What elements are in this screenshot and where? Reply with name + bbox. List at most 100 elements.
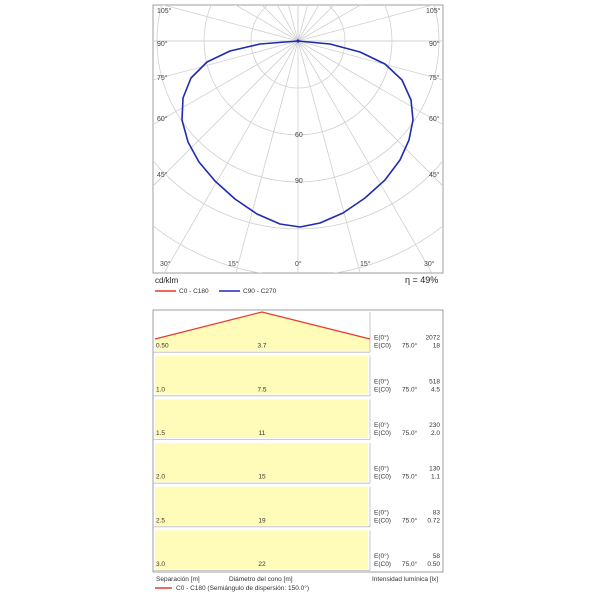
row-e0-value: 130 — [429, 466, 440, 473]
polar-grid-ray — [163, 40, 299, 273]
cone-row: 2.0 15 E(0°) 130 E(C0) 75.0° 1.1 — [153, 443, 440, 484]
polar-grid-ray — [234, 5, 299, 42]
polar-grid-ray — [235, 40, 299, 273]
row-ec0-value: 4.5 — [431, 386, 440, 393]
row-ec0-label: E(C0) — [374, 561, 391, 568]
row-separation: 1.5 — [156, 430, 165, 437]
cone-rows: 0.50 3.7 E(0°) 2072 E(C0) 75.0° 18 1.0 7.5 E(0°) 5… — [153, 312, 440, 571]
row-diameter: 3.7 — [257, 343, 266, 350]
angle-label-right-90: 90° — [429, 40, 440, 48]
cone-row: 2.5 19 E(0°) 83 E(C0) 75.0° 0.72 — [153, 486, 441, 528]
row-ec0-angle: 75.0° — [402, 473, 418, 481]
polar-grid-ray — [297, 40, 443, 187]
row-diameter: 11 — [259, 430, 266, 437]
cone-fill — [155, 486, 368, 526]
row-e0-label: E(0°) — [374, 334, 389, 342]
row-e0-label: E(0°) — [374, 377, 389, 385]
angle-label-right-60: 60° — [429, 115, 440, 123]
polar-grid-ray — [297, 5, 362, 42]
row-separation: 1.0 — [156, 386, 165, 393]
xlabel-separation: Separación [m] — [156, 576, 200, 583]
cone-diagram: 0.50 3.7 E(0°) 2072 E(C0) 75.0° 18 1.0 7.5 E(0°) 5… — [152, 309, 444, 592]
angle-label-right-45: 45° — [429, 171, 440, 179]
angle-label-left-30: 30° — [160, 260, 171, 268]
cone-frame — [152, 309, 444, 573]
polar-grid-ray — [162, 5, 299, 42]
polar-grid-ray — [297, 40, 443, 81]
cone-fill — [155, 443, 368, 482]
row-e0-label: E(0°) — [374, 465, 389, 473]
cone-row: 0.50 3.7 E(0°) 2072 E(C0) 75.0° 18 — [153, 312, 441, 353]
legend-label-c90-c270: C90 - C270 — [243, 288, 277, 295]
xlabel-intensity: Intensidad lumínica [lx] — [372, 576, 438, 583]
cone-fill — [155, 312, 370, 351]
row-diameter: 7.5 — [257, 386, 266, 393]
row-diameter: 15 — [258, 474, 266, 481]
polar-grid-ray — [297, 5, 434, 42]
polar-grid-ray — [297, 40, 361, 273]
xlabel-diameter: Diámetro del cono [m] — [229, 576, 293, 583]
angle-label-bottom-15-right: 15° — [360, 260, 371, 268]
row-ec0-angle: 75.0° — [402, 429, 418, 437]
angle-label-bottom-0: 0° — [295, 260, 302, 268]
angle-label-left-90: 90° — [157, 40, 168, 48]
row-e0-value: 58 — [433, 553, 441, 560]
polar-grid-ray — [153, 40, 299, 126]
angle-label-right-30: 30° — [424, 260, 435, 268]
polar-grid-ray — [153, 40, 299, 187]
cone-legend-label: C0 - C180 (Semiángulo de dispersión: 150… — [176, 584, 309, 592]
row-e0-label: E(0°) — [374, 421, 389, 429]
angle-label-left-60: 60° — [157, 115, 168, 123]
polar-grid-ray — [297, 40, 443, 126]
cone-fill — [155, 530, 368, 569]
row-ec0-value: 18 — [433, 343, 441, 350]
angle-label-left-75: 75° — [157, 74, 168, 82]
row-ec0-value: 0.50 — [427, 561, 440, 568]
row-e0-value: 2072 — [426, 335, 441, 342]
row-ec0-angle: 75.0° — [402, 516, 418, 524]
cone-apex-line — [154, 311, 371, 340]
row-separation: 2.5 — [156, 517, 165, 524]
row-ec0-label: E(C0) — [374, 343, 391, 350]
row-ec0-label: E(C0) — [374, 430, 391, 437]
radial-label-90: 90 — [295, 178, 303, 185]
row-separation: 0.50 — [156, 343, 169, 350]
polar-grid-ray — [297, 40, 433, 273]
radial-label-60: 60 — [295, 132, 303, 139]
row-e0-label: E(0°) — [374, 508, 389, 516]
polar-diagram: 105° 90° 75° 60° 45° 30° 105° 90° 75° 60… — [152, 4, 444, 295]
row-separation: 2.0 — [156, 474, 165, 481]
row-ec0-value: 2.0 — [431, 430, 440, 437]
efficiency-label: η = 49% — [405, 275, 438, 285]
cone-row: 1.0 7.5 E(0°) 518 E(C0) 75.0° 4.5 — [153, 355, 440, 397]
polar-curve-c90-c270 — [181, 40, 414, 228]
angle-label-bottom-15-left: 15° — [228, 260, 239, 268]
row-ec0-value: 0.72 — [427, 517, 440, 524]
row-e0-value: 230 — [429, 422, 440, 429]
angle-label-left-45: 45° — [157, 171, 168, 179]
row-diameter: 19 — [258, 517, 266, 524]
legend-label-c0-c180: C0 - C180 — [179, 288, 209, 295]
row-ec0-angle: 75.0° — [402, 560, 418, 568]
polar-grid-ray — [153, 40, 299, 81]
cone-fill — [155, 399, 368, 438]
row-ec0-value: 1.1 — [431, 474, 440, 481]
row-ec0-label: E(C0) — [374, 517, 391, 524]
cone-row: 3.0 22 E(0°) 58 E(C0) 75.0° 0.50 — [153, 530, 441, 571]
row-ec0-label: E(C0) — [374, 386, 391, 393]
cone-fill — [155, 355, 368, 395]
angle-label-left-105: 105° — [157, 7, 172, 15]
angle-label-right-105: 105° — [426, 7, 441, 15]
row-e0-label: E(0°) — [374, 552, 389, 560]
angle-label-right-75: 75° — [429, 74, 440, 82]
row-ec0-label: E(C0) — [374, 474, 391, 481]
row-ec0-angle: 75.0° — [402, 385, 418, 393]
row-ec0-angle: 75.0° — [402, 342, 418, 350]
polar-peak-marker — [296, 39, 300, 43]
row-diameter: 22 — [258, 561, 266, 568]
cone-row: 1.5 11 E(0°) 230 E(C0) 75.0° 2.0 — [153, 399, 440, 440]
row-e0-value: 518 — [429, 378, 440, 385]
row-e0-value: 83 — [433, 509, 441, 516]
unit-label: cd/klm — [155, 276, 178, 285]
